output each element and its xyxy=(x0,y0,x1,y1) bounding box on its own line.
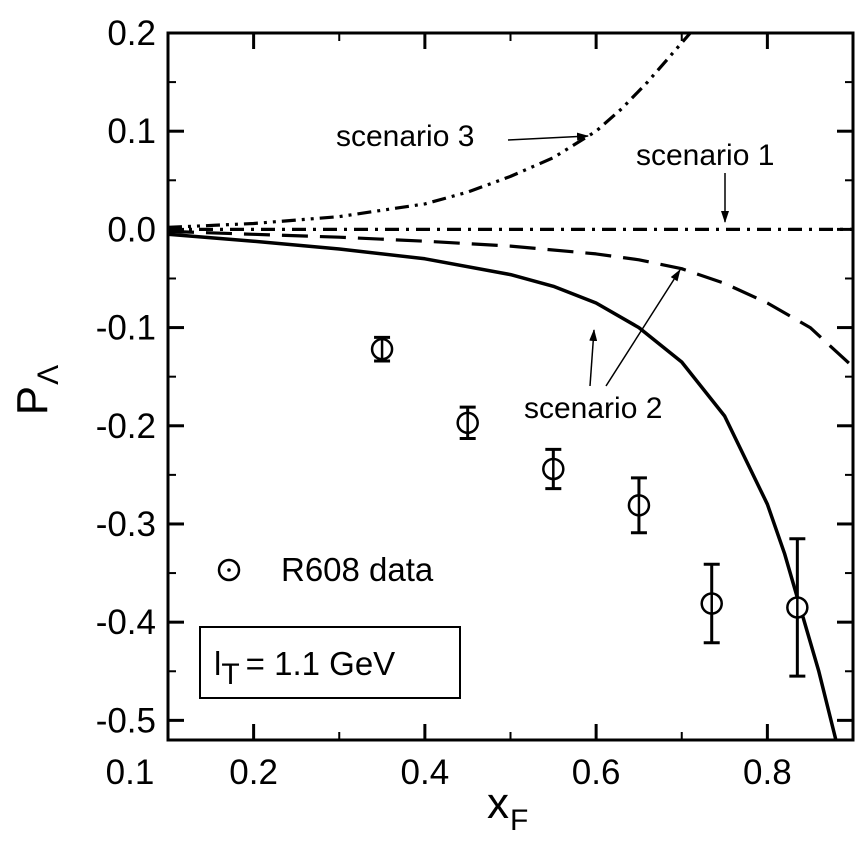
y-tick-label: 0.2 xyxy=(107,14,156,53)
x-tick-label: 0.4 xyxy=(401,753,450,792)
annotation-scenario-1: scenario 1 xyxy=(636,139,774,172)
annotation-scenario-2: scenario 2 xyxy=(524,392,662,425)
x-tick-label: 0.6 xyxy=(572,753,621,792)
legend-marker-r608 xyxy=(217,558,241,582)
series-line-scenario2-dashed xyxy=(167,229,855,369)
series-line-scenario3 xyxy=(167,31,692,229)
parameter-box: lT = 1.1 GeV xyxy=(199,626,461,699)
parameter-symbol: l xyxy=(214,645,221,682)
parameter-subscript: T xyxy=(221,658,239,691)
x-axis-title-sub: F xyxy=(510,804,528,837)
y-tick-label: -0.5 xyxy=(96,701,156,740)
y-tick-label: 0.1 xyxy=(107,112,156,151)
legend: R608 data xyxy=(217,551,434,588)
legend-label-r608: R608 data xyxy=(281,551,434,588)
parameter-value: = 1.1 GeV xyxy=(246,645,396,682)
y-tick-label: 0.0 xyxy=(107,210,156,249)
tick-labels: 0.2 0.4 0.6 0.8 0.1 0.2 0.1 0.0 -0.1 -0.2 -0.3 -0.4… xyxy=(96,14,792,792)
r608-data-points xyxy=(370,335,809,678)
y-tick-label: -0.4 xyxy=(96,603,156,642)
y-axis-title-main: P xyxy=(8,386,57,415)
x-axis-title-main: x xyxy=(487,779,509,828)
y-tick-label: -0.2 xyxy=(96,407,156,446)
parameter-box-text: lT = 1.1 GeV xyxy=(214,645,395,691)
x-origin-label: 0.1 xyxy=(106,753,155,792)
legend-marker-r608-dot xyxy=(227,568,231,572)
y-tick-label: -0.1 xyxy=(96,309,156,348)
x-axis-title: xF xyxy=(487,779,528,837)
y-axis-title: PΛ xyxy=(8,365,65,415)
x-tick-label: 0.2 xyxy=(229,753,278,792)
annotation-scenario-3: scenario 3 xyxy=(336,120,474,153)
tick-marks xyxy=(167,31,854,740)
arrow-scenario-2-solid xyxy=(589,329,598,387)
y-axis-title-sub: Λ xyxy=(32,365,65,385)
y-tick-label: -0.3 xyxy=(96,505,156,544)
parameter-box-frame xyxy=(199,626,461,699)
x-tick-label: 0.8 xyxy=(743,753,792,792)
arrow-scenario-2-dashed xyxy=(605,269,681,387)
svg-text:PΛ: PΛ xyxy=(8,365,65,415)
arrow-scenario-3 xyxy=(507,132,589,141)
